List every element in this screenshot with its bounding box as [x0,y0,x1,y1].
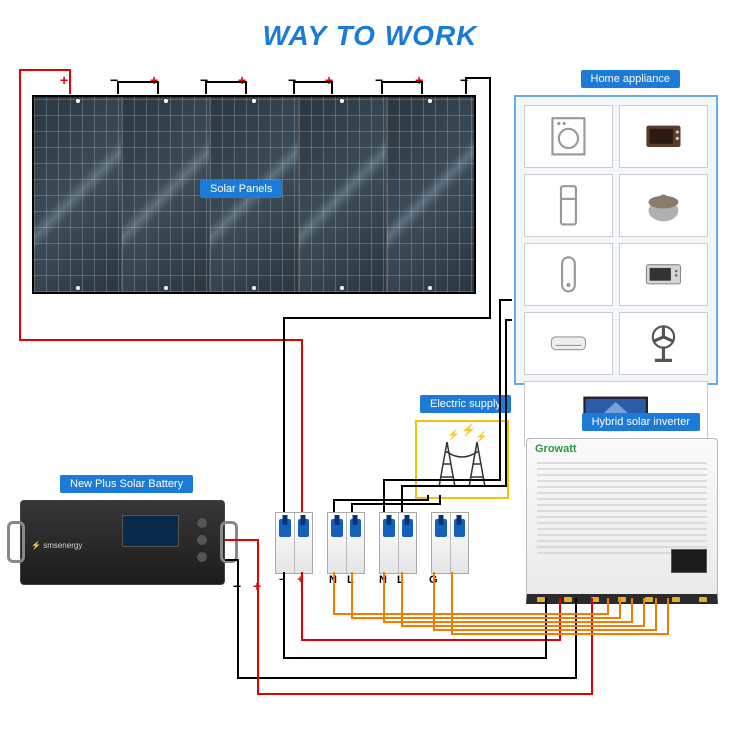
polarity-minus: − [460,72,468,88]
solar-panel [34,97,122,292]
polarity-plus: + [325,72,333,88]
breaker-terminal-label: + [297,574,303,586]
inverter-label: Hybrid solar inverter [582,413,700,431]
circuit-breaker [431,512,469,574]
battery-terminal-minus: − [233,578,241,594]
appliance-toaster-oven-icon [619,105,708,168]
breaker-terminal-label: N [379,574,387,586]
solar-panel [299,97,387,292]
solar-battery: ⚡ smsenergy [20,500,225,585]
page-title: WAY TO WORK [0,20,740,52]
appliance-fridge-icon [524,174,613,237]
home-appliance-box [514,95,718,385]
polarity-plus: + [238,72,246,88]
electric-supply-box: ⚡ ⚡ ⚡ [415,420,509,499]
appliance-fan-icon [619,312,708,375]
appliance-ac-unit-icon [524,312,613,375]
solar-panels-label: Solar Panels [200,180,282,198]
battery-brand: smsenergy [43,541,82,550]
breaker-terminal-label: G [429,574,438,586]
polarity-plus: + [150,72,158,88]
electric-supply-label: Electric supply [420,395,511,413]
appliance-rice-cooker-icon [619,174,708,237]
solar-panel [122,97,210,292]
power-grid-icon: ⚡ ⚡ ⚡ [417,422,507,497]
polarity-minus: − [375,72,383,88]
battery-screen-icon [122,515,179,547]
hybrid-solar-inverter: Growatt [526,438,718,604]
battery-terminal-plus: + [253,578,261,594]
circuit-breaker [275,512,313,574]
breaker-terminal-label: N [329,574,337,586]
svg-text:⚡: ⚡ [461,423,476,437]
breaker-terminal-label: L [397,574,404,586]
appliance-microwave-icon [619,243,708,306]
polarity-minus: − [288,72,296,88]
polarity-plus: + [415,72,423,88]
polarity-plus: + [60,72,68,88]
home-appliance-label: Home appliance [581,70,681,88]
solar-panel [387,97,474,292]
breaker-terminal-label: L [347,574,354,586]
svg-text:⚡: ⚡ [447,428,459,441]
inverter-screen-icon [671,549,707,573]
battery-label: New Plus Solar Battery [60,475,193,493]
svg-text:⚡: ⚡ [475,430,487,443]
breaker-terminal-label: − [279,574,285,586]
appliance-washer-icon [524,105,613,168]
appliance-water-heater-icon [524,243,613,306]
circuit-breaker [327,512,365,574]
polarity-minus: − [200,72,208,88]
inverter-brand: Growatt [535,443,577,455]
polarity-minus: − [110,72,118,88]
breaker-row [275,512,469,574]
circuit-breaker [379,512,417,574]
